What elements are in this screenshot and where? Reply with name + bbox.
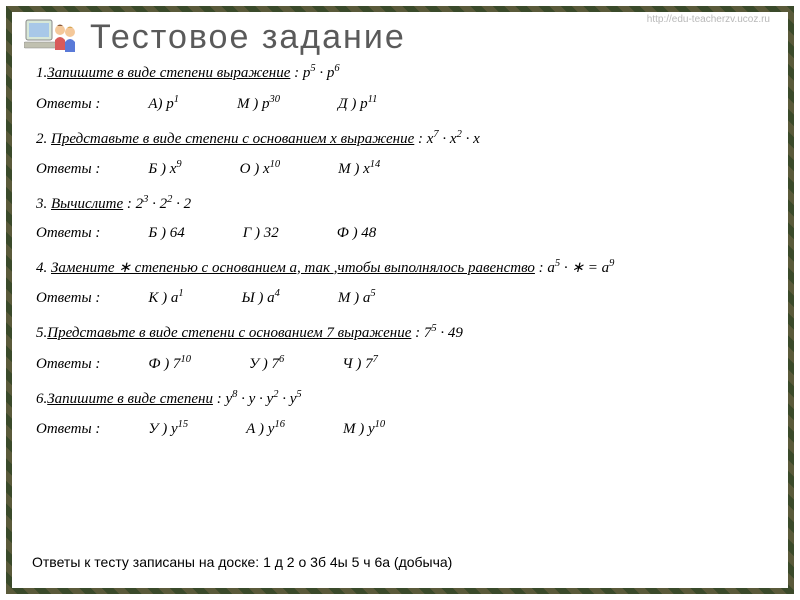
answer-option: Ф ) 710 [148,356,191,372]
answer-option: Д ) p11 [338,96,377,112]
question-prompt: 1.Запишите в виде степени выражение : p5… [36,62,764,83]
question-answers: Ответы : А) p1 М ) p30 Д ) p11 [36,93,764,114]
answer-option: Г ) 32 [243,225,279,241]
answer-option: Ч ) 77 [342,356,378,372]
question-answers: Ответы : Ф ) 710 У ) 76 Ч ) 77 [36,353,764,374]
question-prompt: 6.Запишите в виде степени : y8 · y · y2 … [36,388,764,409]
slide-frame: http://edu-teacherzv.ucoz.ru Тестовое за… [6,6,794,594]
answers-label: Ответы : [36,225,100,241]
answer-option: Ф ) 48 [337,225,377,241]
question-prompt: 2. Представьте в виде степени с основани… [36,128,764,149]
answer-option: Ы ) a4 [242,290,280,306]
answers-label: Ответы : [36,356,100,372]
answer-option: М ) p30 [237,96,280,112]
question-prompt: 3. Вычислите : 23 · 22 · 2 [36,193,764,214]
answers-label: Ответы : [36,161,100,177]
question-answers: Ответы : Б ) x9 О ) x10 М ) x14 [36,158,764,179]
question-answers: Ответы : К ) a1 Ы ) a4 М ) a5 [36,287,764,308]
answer-option: Б ) 64 [148,225,184,241]
page-title: Тестовое задание [90,18,406,57]
question-answers: Ответы : У ) y15 А ) y16 М ) y10 [36,418,764,439]
answers-label: Ответы : [36,290,100,306]
watermark-url: http://edu-teacherzv.ucoz.ru [647,14,770,25]
answer-option: У ) 76 [249,356,284,372]
answer-option: А ) y16 [246,421,285,437]
answer-option: М ) a5 [338,290,376,306]
answer-option: К ) a1 [148,290,183,306]
answer-option: Б ) x9 [148,161,181,177]
answers-label: Ответы : [36,421,100,437]
answer-option: О ) x10 [240,161,281,177]
question-prompt: 5.Представьте в виде степени с основание… [36,322,764,343]
answer-option: М ) y10 [343,421,385,437]
answers-label: Ответы : [36,96,100,112]
answer-option: У ) y15 [148,421,188,437]
computer-kids-icon [24,16,80,58]
question-prompt: 4. Замените ∗ степенью с основанием а, т… [36,257,764,278]
questions-content: 1.Запишите в виде степени выражение : p5… [12,60,788,439]
answer-option: А) p1 [148,96,179,112]
answers-key-footer: Ответы к тесту записаны на доске: 1 д 2 … [32,554,452,570]
answer-option: М ) x14 [338,161,380,177]
question-answers: Ответы : Б ) 64 Г ) 32 Ф ) 48 [36,224,764,243]
